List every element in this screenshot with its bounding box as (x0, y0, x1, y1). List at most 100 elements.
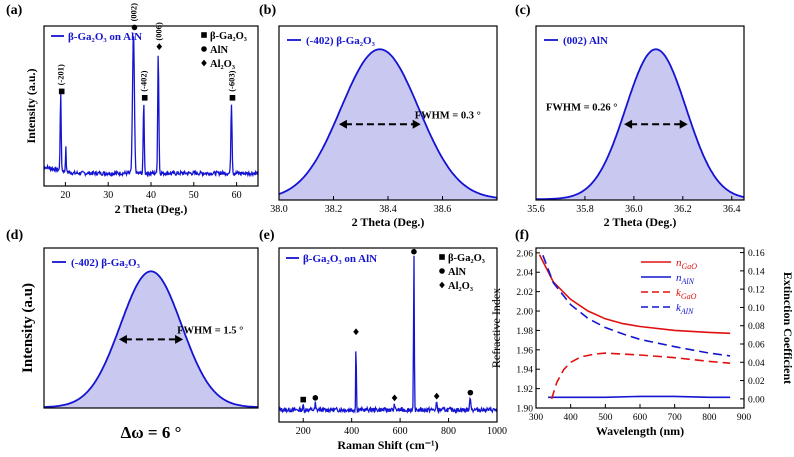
y2-tick-label: 0.02 (748, 377, 765, 387)
y-tick-label: 1.90 (516, 405, 533, 415)
square-peak-marker (141, 95, 148, 101)
legend-label: AlN (210, 45, 229, 56)
x-tick-label: 200 (296, 426, 311, 437)
circle-peak-marker (411, 248, 417, 255)
delta-omega-label: Δω = 6 ° (121, 423, 182, 442)
x-tick-label: 38.4 (379, 204, 397, 215)
chart-panel-b: (b) FWHM = 0.3 ° 38.0 38.2 38.4 38.6 (-402) β-… (259, 3, 498, 229)
legend-label: AlN (448, 267, 467, 278)
x-tick-label: 38.6 (434, 204, 452, 215)
fwhm-arrow-head (679, 119, 688, 129)
legend-subscript: GaO (682, 262, 698, 271)
x-tick-label: 600 (393, 426, 408, 437)
peak-curve (278, 48, 498, 199)
x-tick-label: 600 (633, 413, 648, 423)
square-peak-marker (300, 396, 307, 403)
legend-label: β-Ga₂O₃ on AlN (303, 253, 377, 265)
legend-label: β-Ga₂O₃ (210, 31, 247, 42)
y-tick-label: 2.04 (516, 269, 533, 279)
fwhm-arrow-head (338, 119, 347, 129)
series-nAlN (548, 395, 731, 399)
square-legend-marker (439, 254, 445, 260)
x-tick-label: 50 (189, 190, 199, 201)
y2-tick-label: 0.04 (748, 359, 765, 369)
y2-tick-label: 0.06 (748, 341, 765, 351)
x-tick-label: 300 (529, 413, 544, 423)
x-tick-label: 500 (598, 413, 613, 423)
x-tick-label: 30 (103, 190, 113, 201)
diamond-peak-marker (353, 328, 359, 336)
legend-label: nAlN (676, 272, 695, 286)
circle-legend-marker (201, 46, 207, 52)
legend-label: (-402) β-Ga₂O₃ (71, 257, 141, 269)
peak-label: (006) (153, 22, 163, 41)
chart-panel-d: (d) FWHM = 1.5 ° (-402) β-Ga₂O₃ Intensity (… (6, 228, 259, 442)
peak-curve (536, 48, 745, 201)
peak-area (536, 49, 744, 200)
x-axis-label: 2 Theta (Deg.) (352, 215, 425, 229)
chart-panel-f: (f) 300 400 500 600 700 800 900 1.90 1.92 1.94 1.96… (489, 228, 794, 438)
circle-legend-marker (439, 268, 445, 274)
legend-label: kGaO (676, 287, 697, 301)
fwhm-arrow-head (118, 334, 127, 344)
y2-tick-label: 0.10 (748, 304, 765, 314)
series-nGaO (538, 254, 731, 335)
x-axis-label: Raman Shift (cm⁻¹) (337, 438, 438, 452)
diamond-legend-marker (201, 59, 207, 67)
legend-subscript: AlN (681, 277, 695, 286)
plot-frame (278, 247, 498, 423)
y-axis-label: Refractive Index (489, 288, 503, 368)
x-tick-label: 400 (564, 413, 579, 423)
legend-symbol: k (676, 287, 682, 299)
fwhm-arrow-head (624, 119, 633, 129)
legend-symbol: n (676, 272, 682, 284)
y-tick-label: 2.06 (516, 249, 533, 259)
legend-label: β-Ga₂O₃ (448, 253, 485, 264)
legend-label: β-Ga₂O₃ on AlN (68, 31, 142, 43)
fwhm-arrow-head (175, 334, 184, 344)
x-tick-label: 900 (737, 413, 752, 423)
peak-label: (-201) (56, 64, 66, 85)
fwhm-arrow-head (412, 119, 421, 129)
y2-tick-label: 0.08 (748, 322, 765, 332)
legend-label: Al₂O₃ (210, 59, 235, 70)
x-tick-label: 400 (344, 426, 359, 437)
x-tick-label: 800 (441, 426, 456, 437)
y-tick-label: 1.92 (516, 385, 533, 395)
x-axis-label: 2 Theta (Deg.) (115, 202, 188, 216)
legend-symbol: k (676, 302, 682, 314)
panel-label: (c) (515, 3, 531, 18)
y2-tick-label: 0.16 (748, 249, 765, 259)
legend-label: (002) AlN (563, 35, 608, 47)
legend-symbol: n (676, 257, 682, 269)
panel-label: (f) (515, 228, 529, 243)
plot-frame (535, 247, 745, 409)
series-kGaO (550, 352, 731, 400)
x-tick-label: 38.0 (270, 204, 288, 215)
diamond-peak-marker (433, 392, 440, 400)
circle-peak-marker (467, 389, 474, 396)
peak-area (279, 49, 497, 200)
x-tick-label: 1000 (487, 426, 507, 437)
x-tick-label: 60 (232, 190, 242, 201)
legend-label: kAlN (676, 302, 694, 316)
y-axis-label: Intensity (a.u) (20, 283, 36, 373)
chart-panel-e: (e) 200 400 600 800 1000 β-Ga₂O₃ on AlN β-Ga₂O₃… (259, 228, 507, 452)
legend-label: (-402) β-Ga₂O₃ (306, 35, 376, 47)
legend-label: Al₂O₃ (448, 281, 473, 292)
y-tick-label: 2.00 (516, 308, 533, 318)
peak-label: (002) (128, 3, 138, 22)
chart-panel-a: (a) (-201) (002) (-402) (006) (-603) 20 30 40 50 6… (6, 3, 259, 216)
diamond-peak-marker (156, 43, 163, 50)
x-axis-label: 2 Theta (Deg.) (604, 215, 677, 229)
square-legend-marker (201, 32, 207, 38)
panel-label: (b) (259, 3, 276, 18)
x-tick-label: 36.0 (625, 204, 643, 215)
x-tick-label: 35.8 (576, 204, 594, 215)
data-line (43, 36, 259, 178)
y2-tick-label: 0.12 (748, 286, 765, 296)
plot-frame (43, 247, 259, 409)
fwhm-label: FWHM = 0.3 ° (415, 110, 481, 121)
y-tick-label: 1.96 (516, 346, 533, 356)
